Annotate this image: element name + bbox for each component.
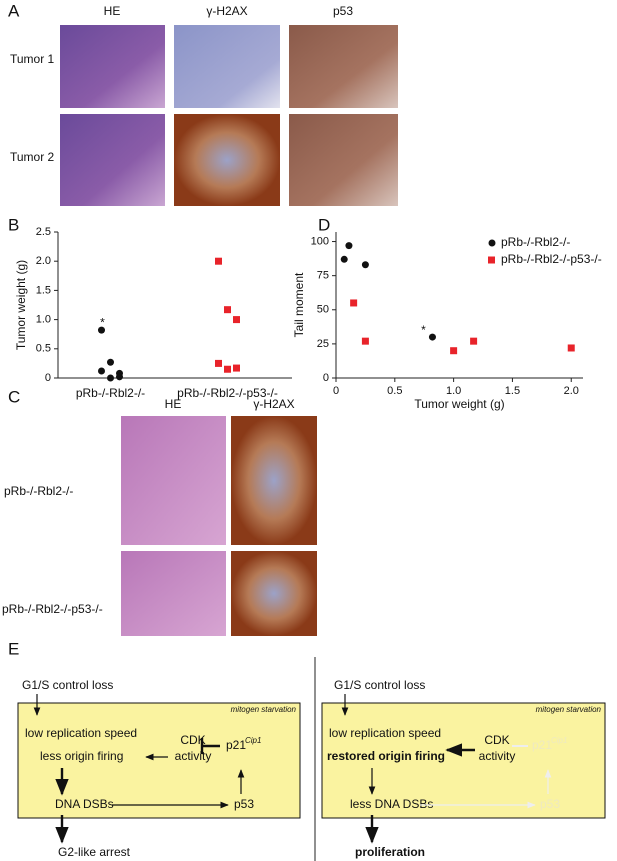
panel-label: B [8,215,19,234]
note: mitogen starvation [231,705,297,714]
node: low replication speed [25,726,137,740]
x-tick-label: 0.5 [387,385,402,397]
column-label: HE [104,4,121,18]
row-label: Tumor 2 [10,150,55,164]
marker [470,337,478,345]
column-label: γ-H2AX [206,4,247,18]
x-tick-label: 1.0 [446,385,461,397]
y-axis-label: Tail moment [292,272,306,337]
panel-label: D [318,215,330,234]
node: G1/S control loss [334,678,425,692]
y-tick-label: 0.5 [36,343,51,355]
node: activity [479,749,516,763]
node: CDK [484,733,509,747]
marker [107,374,114,382]
marker [345,242,353,250]
micrograph [231,551,317,636]
annotation: * [421,323,426,337]
column-label: HE [165,397,182,411]
micrograph [121,551,226,636]
micrograph [289,25,398,108]
y-tick-label: 1.5 [36,284,51,296]
x-tick-label: pRb-/-Rbl2-/- [76,386,145,400]
x-tick-label: pRb-/-Rbl2-/-p53-/- [177,386,278,400]
annotation: * [100,315,105,329]
note: mitogen starvation [536,705,602,714]
node: proliferation [355,845,425,859]
y-tick-label: 2.0 [36,255,51,267]
node-superscript: Cip1 [245,736,261,745]
box [17,702,301,819]
micrograph [60,114,165,206]
y-tick-label: 1.0 [36,314,51,326]
row-label: pRb-/-Rbl2-/-p53-/- [2,602,103,616]
marker [567,344,575,352]
node: activity [175,749,212,763]
legend-swatch [488,239,496,247]
marker [340,255,348,263]
node: p21 [532,738,552,752]
marker [350,299,358,307]
legend-label: pRb-/-Rbl2-/- [501,235,570,249]
x-tick-label: 0 [333,385,339,397]
y-tick-label: 75 [317,270,329,282]
micrograph [60,25,165,108]
marker [215,359,222,367]
marker [116,373,123,381]
y-tick-label: 0 [323,372,329,384]
x-tick-label: 2.0 [564,385,579,397]
column-label: γ-H2AX [253,397,294,411]
row-label: pRb-/-Rbl2-/- [4,484,73,498]
marker [450,347,458,355]
node: DNA DSBs [55,797,114,811]
node: p21 [226,738,246,752]
marker [233,364,240,372]
marker [361,337,369,345]
column-label: p53 [333,4,353,18]
node: restored origin firing [327,749,445,763]
marker [428,333,436,341]
panel-label: C [8,387,20,406]
panel-label: A [8,1,20,20]
legend-label: pRb-/-Rbl2-/-p53-/- [501,252,602,266]
micrograph [174,114,280,206]
y-axis-label: Tumor weight (g) [14,260,28,350]
marker [98,326,105,334]
row-label: Tumor 1 [10,52,55,66]
x-axis-label: Tumor weight (g) [414,397,504,411]
y-tick-label: 2.5 [36,226,51,238]
y-tick-label: 0 [45,372,51,384]
panel-label: E [8,639,19,658]
y-tick-label: 50 [317,304,329,316]
marker [224,306,231,314]
node: p53 [234,797,254,811]
marker [361,261,369,269]
box [321,702,606,819]
node-superscript: Cip1 [551,736,567,745]
legend-swatch [488,256,495,264]
marker [98,367,105,375]
marker [215,257,222,265]
micrograph [174,25,280,108]
node: less origin firing [40,749,123,763]
marker [107,358,114,366]
micrograph [231,416,317,545]
node: CDK [180,733,205,747]
y-tick-label: 25 [317,338,329,350]
micrograph [121,416,226,545]
micrograph [289,114,398,206]
marker [233,316,240,324]
x-tick-label: 1.5 [505,385,520,397]
y-tick-label: 100 [311,235,329,247]
node: G2-like arrest [58,845,131,859]
node: low replication speed [329,726,441,740]
node: less DNA DSBs [350,797,433,811]
node: G1/S control loss [22,678,113,692]
node: p53 [540,797,560,811]
marker [224,365,231,373]
